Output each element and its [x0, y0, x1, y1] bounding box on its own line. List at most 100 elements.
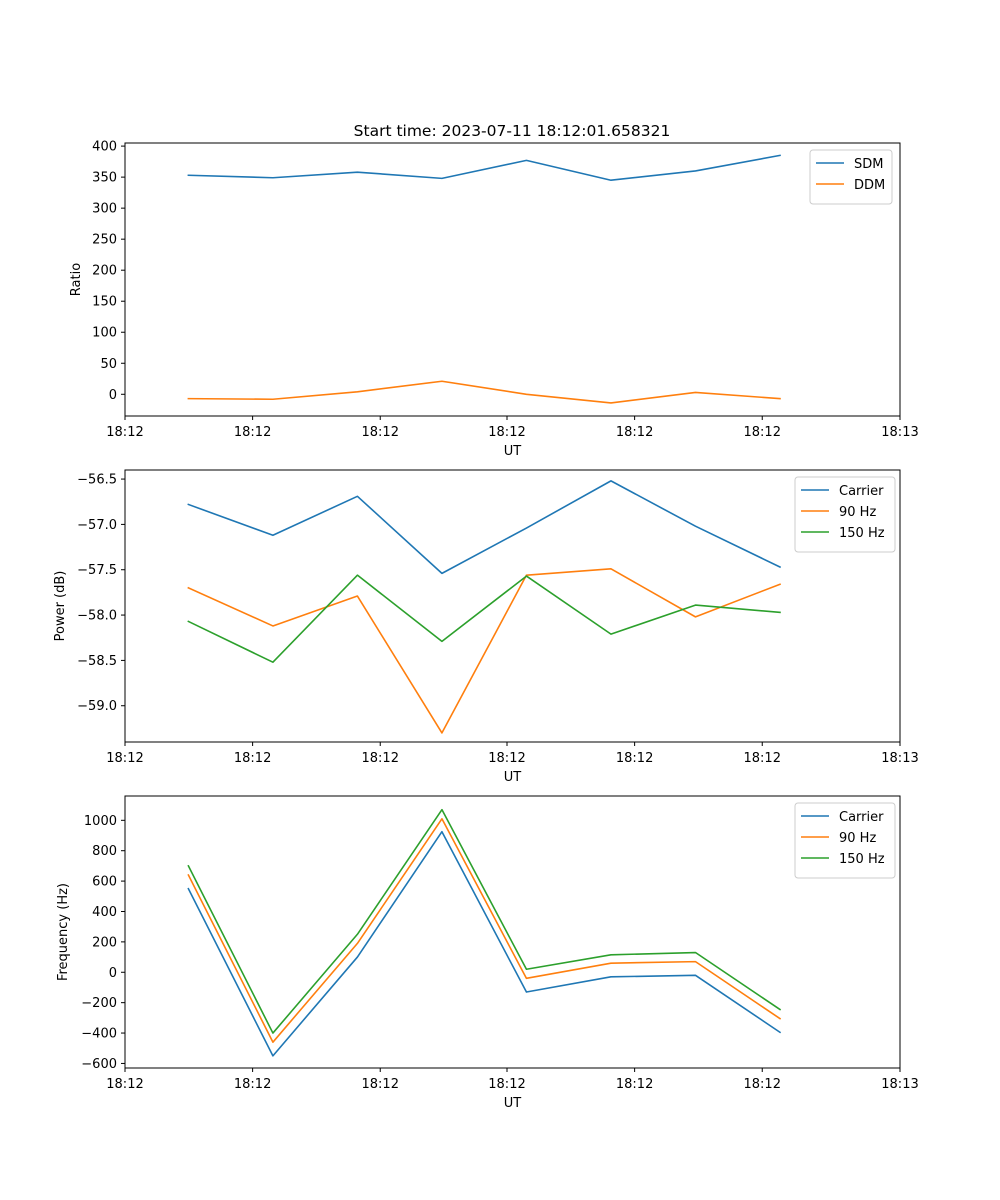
frequency-data-point-150-hz: [525, 968, 527, 970]
frequency-data-point-150-hz: [779, 1008, 781, 1010]
ratio-data-point-sdm: [272, 177, 274, 179]
frequency-data-point-carrier: [272, 1055, 274, 1057]
ratio-axes-frame: [124, 142, 901, 417]
frequency-y-tick-label: 200: [92, 935, 117, 950]
frequency-data-point-90-hz: [779, 1017, 781, 1019]
frequency-data-point-150-hz: [272, 1032, 274, 1034]
power-y-tick-label: −58.0: [77, 609, 117, 624]
frequency-legend-label-90-hz: 90 Hz: [839, 831, 876, 846]
power-data-point-90-hz: [441, 732, 443, 734]
power-panel: −59.0 −58.5 −58.0 −57.5 −57.0 −56.5 18:12 18:12…: [53, 469, 919, 785]
ratio-series-line-ddm: [187, 380, 781, 404]
power-x-axis-label: UT: [504, 770, 522, 785]
power-data-point-150-hz: [187, 620, 189, 622]
power-data-point-90-hz: [356, 595, 358, 597]
ratio-data-point-ddm: [694, 391, 696, 393]
frequency-data-point-150-hz: [694, 951, 696, 953]
power-data-point-carrier: [441, 572, 443, 574]
frequency-x-tick-label: 18:12: [362, 1077, 399, 1092]
power-data-point-carrier: [610, 480, 612, 482]
power-data-point-150-hz: [694, 604, 696, 606]
frequency-y-axis-label: Frequency (Hz): [56, 883, 71, 981]
frequency-y-tick-label: 800: [92, 844, 117, 859]
frequency-data-point-150-hz: [356, 933, 358, 935]
power-data-point-carrier: [187, 503, 189, 505]
power-data-point-90-hz: [187, 587, 189, 589]
frequency-data-point-90-hz: [187, 874, 189, 876]
ratio-x-axis-label: UT: [504, 444, 522, 459]
frequency-y-tick-label: 600: [92, 875, 117, 890]
power-data-point-carrier: [694, 525, 696, 527]
ratio-y-tick-label: 50: [100, 357, 117, 372]
power-y-tick-label: −58.5: [77, 654, 117, 669]
ratio-data-point-ddm: [525, 393, 527, 395]
power-x-tick-label: 18:12: [744, 751, 781, 766]
power-x-tick-label: 18:12: [106, 751, 143, 766]
frequency-data-point-90-hz: [610, 962, 612, 964]
frequency-x-tick-label: 18:13: [881, 1077, 918, 1092]
power-series-line-150-hz: [187, 574, 781, 664]
ratio-x-tick-label: 18:12: [234, 425, 271, 440]
ratio-data-point-sdm: [694, 170, 696, 172]
power-series-line-carrier: [187, 480, 782, 575]
frequency-data-point-150-hz: [441, 808, 443, 810]
frequency-data-point-90-hz: [525, 977, 527, 979]
frequency-y-tick-label: −400: [81, 1027, 117, 1042]
frequency-y-tick-label: −600: [81, 1057, 117, 1072]
power-data-point-carrier: [272, 534, 274, 536]
frequency-y-tick-label: 1000: [84, 814, 117, 829]
ratio-x-tick-label: 18:13: [881, 425, 918, 440]
power-data-point-90-hz: [272, 625, 274, 627]
ratio-data-point-sdm: [525, 159, 527, 161]
frequency-data-point-90-hz: [441, 818, 443, 820]
ratio-x-tick-label: 18:12: [106, 425, 143, 440]
power-y-tick-label: −59.0: [77, 699, 117, 714]
frequency-axes-frame: [124, 795, 901, 1069]
ratio-x-tick-label: 18:12: [362, 425, 399, 440]
frequency-y-tick-label: 400: [92, 905, 117, 920]
frequency-x-tick-label: 18:12: [488, 1077, 525, 1092]
frequency-data-point-carrier: [779, 1031, 781, 1033]
frequency-x-axis-label: UT: [504, 1096, 522, 1111]
frequency-x-tick-label: 18:12: [234, 1077, 271, 1092]
power-y-axis-label: Power (dB): [53, 571, 68, 642]
frequency-data-point-carrier: [610, 976, 612, 978]
frequency-data-point-carrier: [525, 991, 527, 993]
ratio-legend-label-ddm: DDM: [854, 178, 885, 193]
frequency-x-tick-label: 18:12: [616, 1077, 653, 1092]
frequency-data-point-90-hz: [356, 942, 358, 944]
ratio-y-tick-label: 100: [92, 326, 117, 341]
frequency-data-point-carrier: [694, 974, 696, 976]
power-axes-frame: [124, 469, 901, 743]
power-data-point-150-hz: [779, 611, 781, 613]
ratio-data-point-ddm: [441, 380, 443, 382]
power-data-point-90-hz: [694, 616, 696, 618]
chart-title: Start time: 2023-07-11 18:12:01.658321: [354, 122, 671, 140]
power-data-point-150-hz: [441, 640, 443, 642]
power-y-tick-label: −56.5: [77, 473, 117, 488]
power-legend-label-150-hz: 150 Hz: [839, 526, 885, 541]
power-data-point-150-hz: [525, 575, 527, 577]
frequency-data-point-carrier: [356, 956, 358, 958]
ratio-y-tick-label: 350: [92, 171, 117, 186]
power-x-tick-label: 18:12: [488, 751, 525, 766]
ratio-data-point-ddm: [610, 402, 612, 404]
power-data-point-150-hz: [356, 574, 358, 576]
power-x-tick-label: 18:12: [616, 751, 653, 766]
power-x-tick-label: 18:12: [362, 751, 399, 766]
ratio-y-tick-label: 0: [109, 388, 117, 403]
ratio-data-point-ddm: [356, 391, 358, 393]
frequency-legend: [794, 802, 896, 879]
frequency-panel: −600 −400 −200 0 200 400 600 800 1000 18:12 18:12 1…: [56, 795, 919, 1111]
ratio-data-point-sdm: [610, 179, 612, 181]
frequency-legend-label-150-hz: 150 Hz: [839, 852, 885, 867]
power-data-point-carrier: [356, 495, 358, 497]
power-legend-label-90-hz: 90 Hz: [839, 505, 876, 520]
power-legend: [794, 476, 896, 553]
frequency-series-line-90-hz: [187, 817, 782, 1043]
ratio-y-tick-label: 400: [92, 140, 117, 155]
ratio-data-point-sdm: [779, 154, 781, 156]
ratio-x-tick-label: 18:12: [488, 425, 525, 440]
ratio-series-line-sdm: [187, 154, 781, 182]
ratio-y-tick-label: 300: [92, 202, 117, 217]
